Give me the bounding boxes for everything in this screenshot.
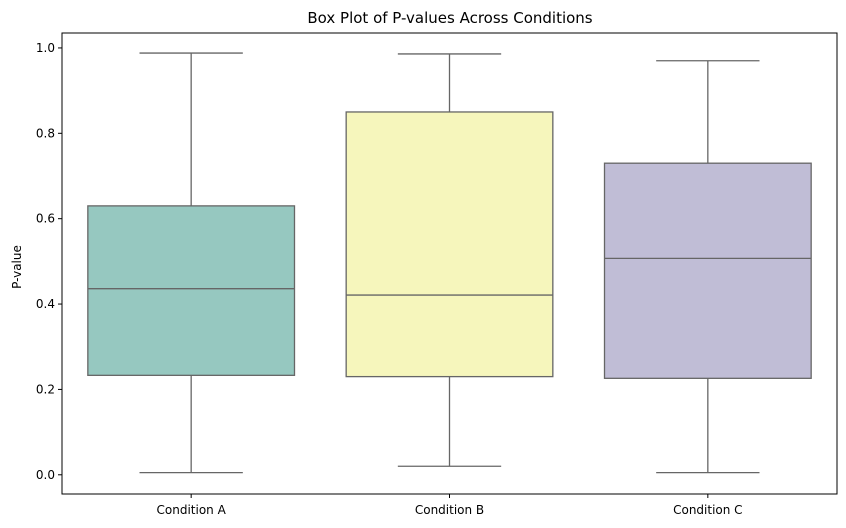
plot-area: 0.0 0.2 0.4 0.6 0.8 1.0 Condition A Condition B… xyxy=(36,32,838,517)
x-tick-label: Condition B xyxy=(415,503,484,517)
y-tick-label: 0.2 xyxy=(36,382,55,396)
y-tick-label: 1.0 xyxy=(36,41,55,55)
y-tick-label: 0.6 xyxy=(36,212,55,226)
y-tick-label: 0.4 xyxy=(36,297,55,311)
box-condition-c xyxy=(603,162,812,379)
x-tick-label: Condition C xyxy=(673,503,742,517)
y-tick-label: 0.0 xyxy=(36,468,55,482)
box-condition-b xyxy=(345,111,554,378)
x-tick-label: Condition A xyxy=(157,503,227,517)
box-condition-a xyxy=(87,205,296,376)
y-axis-label: P-value xyxy=(10,245,24,289)
chart-title: Box Plot of P-values Across Conditions xyxy=(307,9,592,27)
y-tick-label: 0.8 xyxy=(36,126,55,140)
